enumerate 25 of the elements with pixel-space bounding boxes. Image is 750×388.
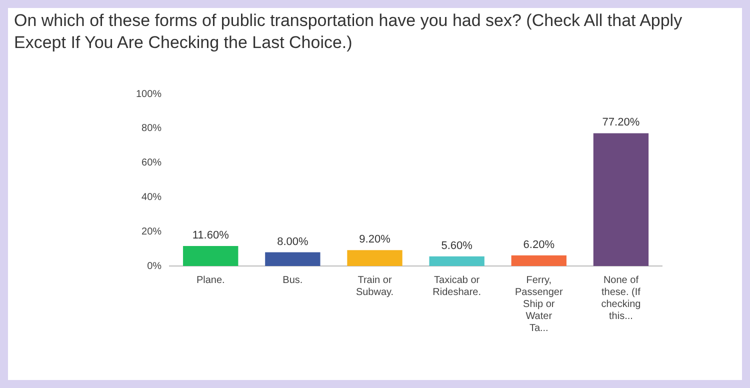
- data-label: 6.20%: [523, 238, 555, 251]
- y-tick-label: 20%: [142, 226, 162, 238]
- x-tick-label: Bus.: [282, 274, 303, 286]
- bar: [593, 133, 649, 266]
- x-tick-label: Plane.: [196, 274, 225, 286]
- data-label: 9.20%: [359, 234, 391, 246]
- x-tick-label: Ferry, Passenger Ship or Water Ta...: [514, 274, 564, 334]
- bar: [183, 246, 238, 266]
- y-tick-label: 40%: [142, 192, 162, 203]
- y-tick-label: 100%: [136, 88, 162, 100]
- data-label: 11.60%: [192, 230, 230, 242]
- y-tick-label: 80%: [142, 123, 162, 134]
- bar: [511, 255, 566, 266]
- y-tick-label: 60%: [142, 158, 162, 169]
- x-tick-label: Taxicab or Rideshare.: [432, 274, 482, 298]
- x-tick-label: Train or Subway.: [356, 274, 394, 298]
- chart-title: On which of these forms of public transportation have you had sex? (Check All that Apply Except If You Are Checking the Last Choice.): [13, 10, 684, 54]
- data-label: 5.60%: [441, 240, 473, 252]
- bar: [265, 252, 320, 266]
- data-label: 77.20%: [602, 116, 640, 129]
- bar: [429, 256, 484, 266]
- x-tick-label: None of these. (If checking this...: [601, 274, 641, 322]
- y-tick-label: 0%: [147, 260, 162, 272]
- data-label: 8.00%: [277, 236, 308, 248]
- bar: [347, 250, 402, 266]
